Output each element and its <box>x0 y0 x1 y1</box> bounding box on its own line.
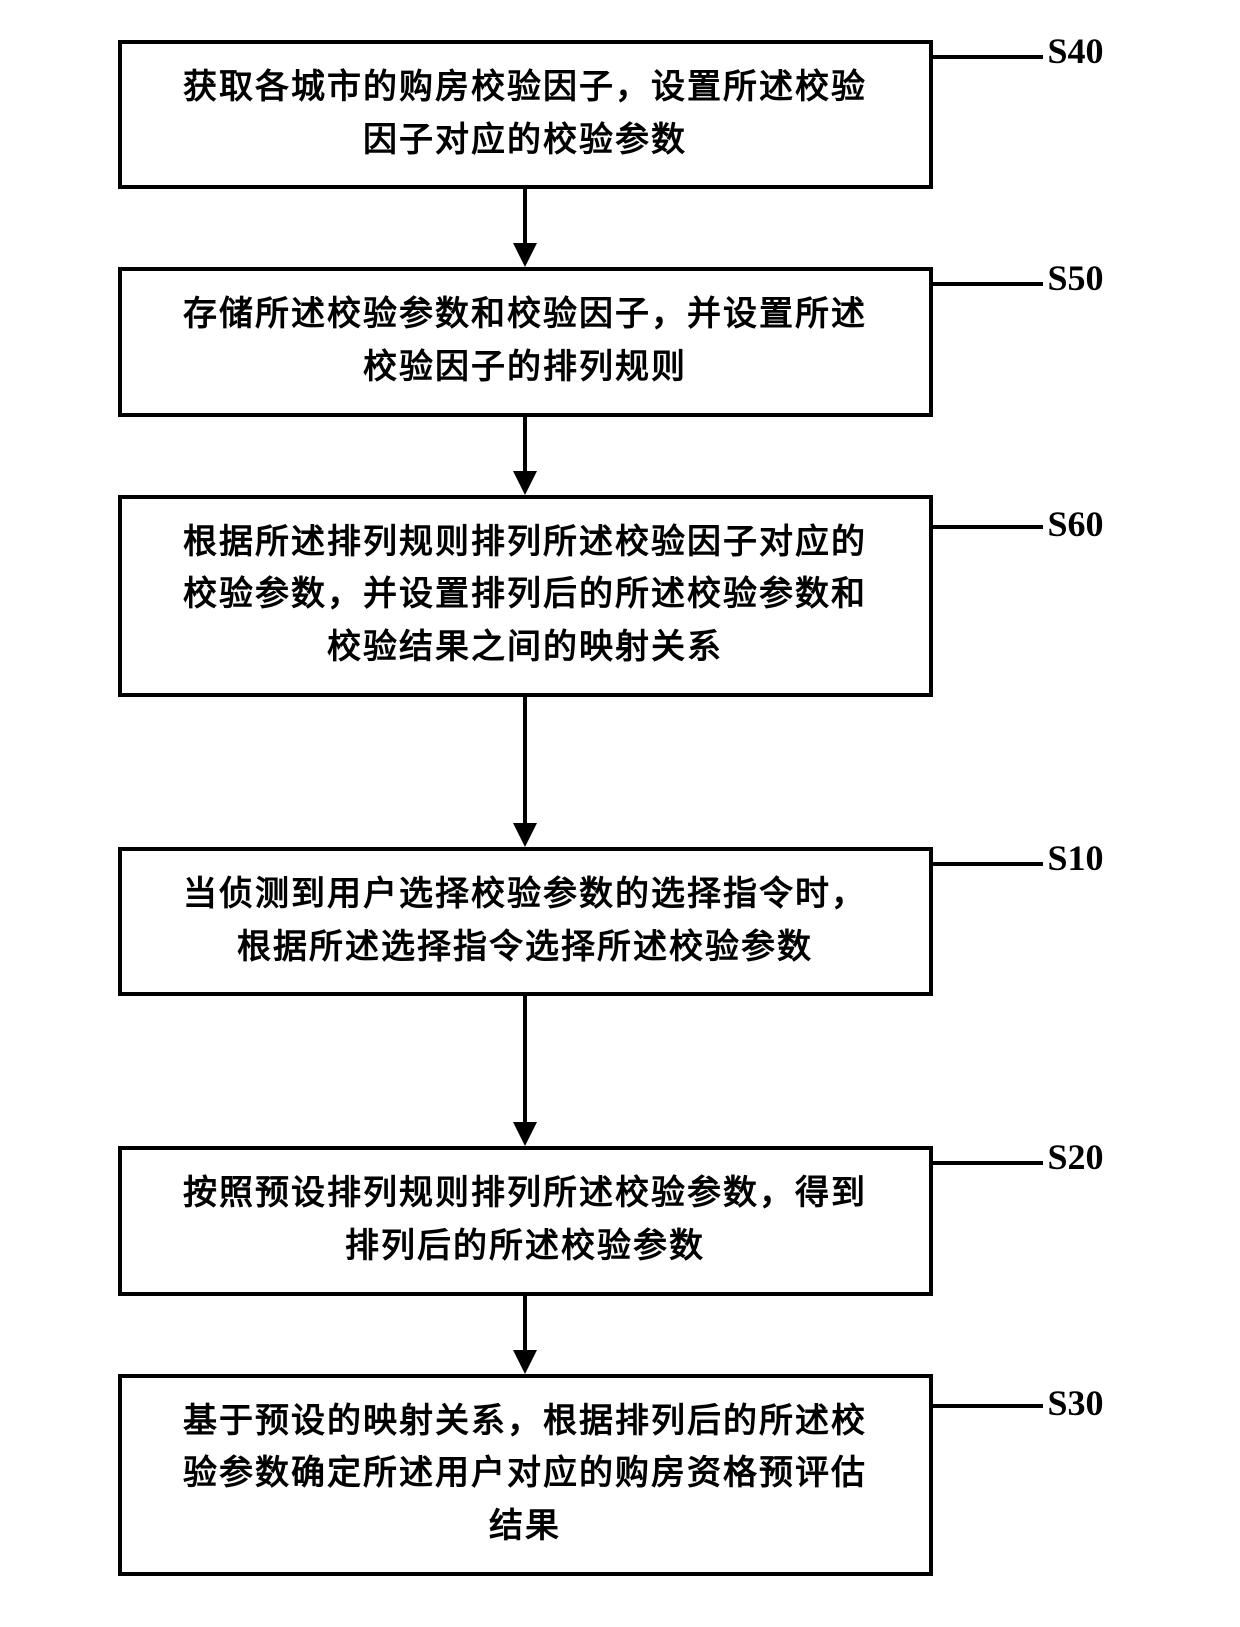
arrow-s40-s50 <box>505 189 545 267</box>
arrow-icon <box>505 1296 545 1374</box>
arrow-icon <box>505 189 545 267</box>
step-label-s40: S40 <box>1048 30 1104 72</box>
step-label-s60: S60 <box>1048 503 1104 545</box>
label-connector <box>933 525 1043 529</box>
label-connector <box>933 1404 1043 1408</box>
step-text: 按照预设排列规则排列所述校验参数，得到 <box>183 1175 867 1212</box>
step-row-s40: 获取各城市的购房校验因子，设置所述校验 因子对应的校验参数 S40 <box>118 40 1123 189</box>
arrow-s50-s60 <box>505 417 545 495</box>
step-text: 获取各城市的购房校验因子，设置所述校验 <box>183 69 867 106</box>
arrow-icon <box>505 996 545 1146</box>
step-text: 存储所述校验参数和校验因子，并设置所述 <box>183 296 867 333</box>
step-text: 验参数确定所述用户对应的购房资格预评估 <box>183 1455 867 1492</box>
step-text: 校验参数，并设置排列后的所述校验参数和 <box>183 576 867 613</box>
step-box-s60: 根据所述排列规则排列所述校验因子对应的 校验参数，并设置排列后的所述校验参数和 … <box>118 495 933 697</box>
step-row-s60: 根据所述排列规则排列所述校验因子对应的 校验参数，并设置排列后的所述校验参数和 … <box>118 495 1123 697</box>
arrow-s20-s30 <box>505 1296 545 1374</box>
step-row-s50: 存储所述校验参数和校验因子，并设置所述 校验因子的排列规则 S50 <box>118 267 1123 416</box>
step-box-s30: 基于预设的映射关系，根据排列后的所述校 验参数确定所述用户对应的购房资格预评估 … <box>118 1374 933 1576</box>
step-text: 因子对应的校验参数 <box>363 122 687 159</box>
label-wrap-s20: S20 <box>933 1146 1123 1196</box>
step-label-s10: S10 <box>1048 837 1104 879</box>
step-label-s20: S20 <box>1048 1136 1104 1178</box>
step-row-s20: 按照预设排列规则排列所述校验参数，得到 排列后的所述校验参数 S20 <box>118 1146 1123 1295</box>
label-connector <box>933 1161 1043 1165</box>
step-text: 根据所述排列规则排列所述校验因子对应的 <box>183 524 867 561</box>
step-row-s10: 当侦测到用户选择校验参数的选择指令时， 根据所述选择指令选择所述校验参数 S10 <box>118 847 1123 996</box>
step-text: 校验因子的排列规则 <box>363 349 687 386</box>
label-connector <box>933 862 1043 866</box>
step-box-s50: 存储所述校验参数和校验因子，并设置所述 校验因子的排列规则 <box>118 267 933 416</box>
label-wrap-s30: S30 <box>933 1374 1123 1424</box>
arrow-s10-s20 <box>505 996 545 1146</box>
label-wrap-s40: S40 <box>933 40 1123 90</box>
arrow-icon <box>505 697 545 847</box>
label-wrap-s50: S50 <box>933 267 1123 317</box>
step-text: 当侦测到用户选择校验参数的选择指令时， <box>183 876 867 913</box>
label-connector <box>933 55 1043 59</box>
step-text: 根据所述选择指令选择所述校验参数 <box>237 929 813 966</box>
step-label-s30: S30 <box>1048 1382 1104 1424</box>
step-box-s20: 按照预设排列规则排列所述校验参数，得到 排列后的所述校验参数 <box>118 1146 933 1295</box>
flowchart-container: 获取各城市的购房校验因子，设置所述校验 因子对应的校验参数 S40 存储所述校验… <box>118 40 1123 1576</box>
arrow-s60-s10 <box>505 697 545 847</box>
step-text: 基于预设的映射关系，根据排列后的所述校 <box>183 1403 867 1440</box>
label-wrap-s60: S60 <box>933 495 1123 545</box>
label-connector <box>933 282 1043 286</box>
step-row-s30: 基于预设的映射关系，根据排列后的所述校 验参数确定所述用户对应的购房资格预评估 … <box>118 1374 1123 1576</box>
step-text: 校验结果之间的映射关系 <box>327 629 723 666</box>
step-text: 排列后的所述校验参数 <box>345 1228 705 1265</box>
label-wrap-s10: S10 <box>933 847 1123 897</box>
step-box-s40: 获取各城市的购房校验因子，设置所述校验 因子对应的校验参数 <box>118 40 933 189</box>
step-label-s50: S50 <box>1048 257 1104 299</box>
step-box-s10: 当侦测到用户选择校验参数的选择指令时， 根据所述选择指令选择所述校验参数 <box>118 847 933 996</box>
step-text: 结果 <box>489 1508 561 1545</box>
arrow-icon <box>505 417 545 495</box>
